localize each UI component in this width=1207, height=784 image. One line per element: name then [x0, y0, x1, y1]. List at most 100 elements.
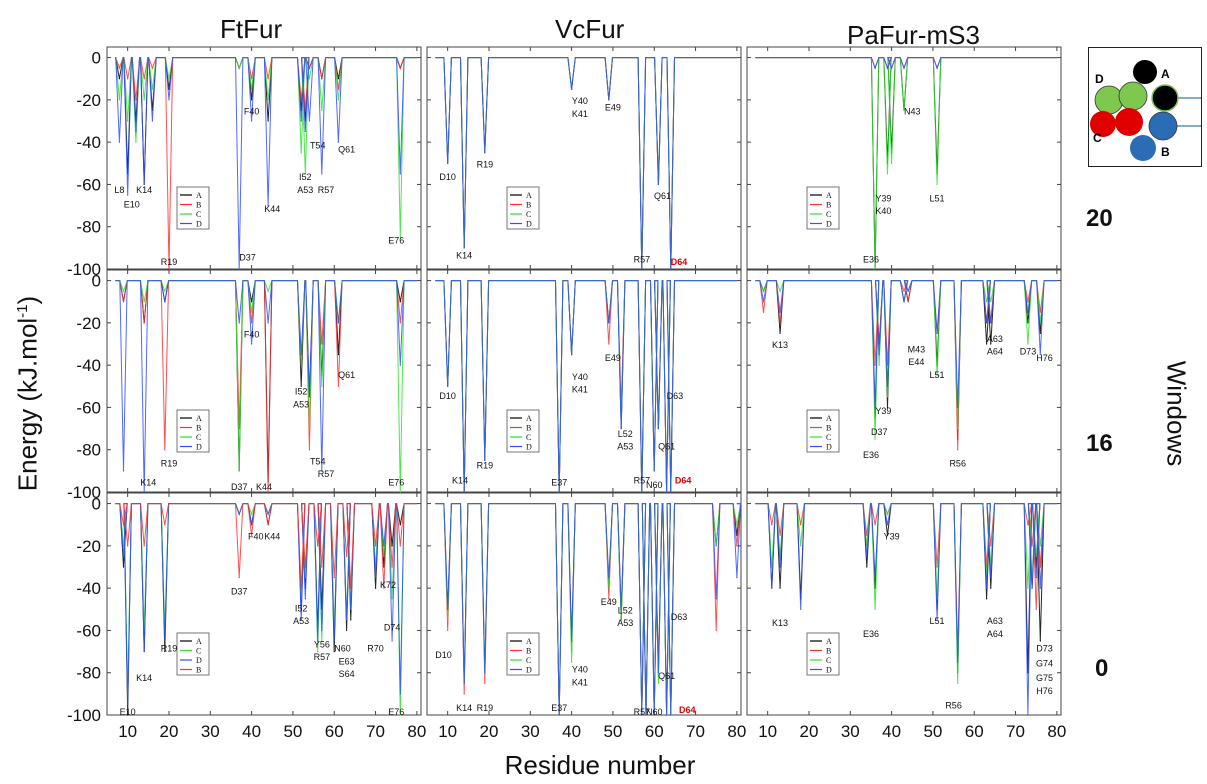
- data-point-c: [399, 714, 401, 716]
- x-tick-label: 30: [841, 722, 860, 741]
- data-point-b: [1027, 301, 1029, 303]
- legend-box: [506, 186, 540, 230]
- data-point-c: [1039, 322, 1041, 324]
- y-tick-label: -40: [76, 356, 101, 375]
- legend-label-a: A: [196, 637, 202, 646]
- data-point-a: [122, 566, 125, 568]
- residue-label: N60: [334, 644, 351, 654]
- legend-label-b: B: [526, 201, 531, 210]
- x-tick-label: 60: [965, 722, 984, 741]
- data-point-d: [571, 353, 573, 356]
- inset-label-a: A: [1161, 67, 1170, 81]
- data-point-c: [300, 364, 302, 366]
- data-point-b: [874, 364, 876, 366]
- data-point-b: [762, 311, 765, 313]
- data-point-b: [151, 67, 154, 69]
- residue-label: E37: [551, 703, 567, 713]
- inset-subunit-c-circle: [1115, 108, 1143, 136]
- legend-label-c: C: [526, 210, 531, 219]
- data-point-c: [308, 78, 311, 80]
- residue-label: R19: [477, 703, 494, 713]
- data-point-d: [399, 693, 401, 695]
- data-point-b: [267, 78, 269, 80]
- legend-label-c: C: [526, 656, 531, 665]
- data-point-d: [168, 99, 170, 101]
- data-point-c: [878, 364, 880, 366]
- residue-label: S64: [339, 669, 355, 679]
- data-point-b: [118, 67, 120, 69]
- legend-label-b: B: [826, 424, 831, 433]
- data-point-b: [1027, 524, 1029, 526]
- data-point-d: [337, 141, 339, 143]
- data-point-b: [251, 78, 253, 80]
- residue-label: D73: [1020, 347, 1037, 357]
- data-point-d: [866, 555, 868, 558]
- inset-label-d: D: [1095, 72, 1104, 86]
- inset-subunit-a-circle: [1151, 84, 1179, 112]
- data-point-a: [736, 534, 738, 536]
- data-point-b: [350, 587, 352, 589]
- data-point-d: [321, 629, 323, 632]
- legend-label-d: D: [196, 656, 202, 665]
- data-point-b: [771, 524, 773, 526]
- data-point-d: [886, 385, 889, 387]
- residue-label: E37: [551, 478, 567, 488]
- data-point-b: [300, 587, 302, 589]
- residue-label: I52: [295, 603, 308, 613]
- y-tick-label: -60: [76, 175, 101, 194]
- data-point-d: [122, 470, 125, 472]
- legend-label-d: D: [826, 220, 832, 229]
- residue-label: E36: [863, 629, 879, 639]
- residue-label: R19: [477, 461, 494, 471]
- data-point-c: [886, 396, 889, 398]
- residue-label: R56: [949, 459, 966, 469]
- x-tick-label: 80: [1047, 722, 1066, 741]
- data-point-b: [337, 385, 339, 387]
- residue-label: R19: [161, 644, 178, 654]
- y-tick-label: -20: [76, 314, 101, 333]
- legend-label-d: D: [826, 666, 832, 675]
- data-point-b: [168, 268, 170, 270]
- data-point-a: [990, 343, 992, 345]
- residue-label: T54: [310, 140, 326, 150]
- inset-label-b: B: [1161, 145, 1170, 159]
- x-tick-label: 50: [603, 722, 622, 741]
- legend-label-d: D: [526, 666, 532, 675]
- x-tick-label: 80: [727, 722, 746, 741]
- data-point-a: [300, 385, 302, 387]
- residue-label: E76: [388, 478, 404, 488]
- data-point-d: [957, 661, 959, 663]
- data-point-d: [251, 343, 253, 345]
- data-point-d: [608, 99, 610, 101]
- data-point-d: [558, 714, 560, 716]
- data-point-d: [645, 714, 647, 716]
- y-tick-label: -80: [76, 441, 101, 460]
- legend-box: [176, 186, 210, 230]
- data-point-d: [127, 703, 129, 706]
- legend-label-b: B: [526, 424, 531, 433]
- data-point-c: [321, 640, 323, 642]
- data-point-d: [346, 619, 348, 621]
- residue-label: K14: [136, 673, 152, 683]
- data-point-d: [267, 322, 269, 324]
- data-point-d: [990, 322, 992, 324]
- data-point-d: [447, 162, 449, 164]
- data-point-d: [251, 120, 253, 122]
- x-tick-label: 20: [480, 722, 499, 741]
- data-point-d: [874, 576, 876, 579]
- data-point-d: [337, 322, 339, 324]
- data-point-d: [903, 301, 905, 303]
- data-point-d: [151, 120, 154, 122]
- residue-label: I52: [299, 172, 312, 182]
- data-point-d: [641, 268, 643, 270]
- data-point-b: [251, 322, 253, 324]
- residue-label: D64: [671, 257, 688, 267]
- y-tick-label: -100: [67, 483, 101, 502]
- data-point-c: [251, 88, 253, 90]
- residue-label: L52: [618, 606, 633, 616]
- legend-box: [176, 632, 210, 676]
- data-point-d: [608, 322, 610, 324]
- plot-frame: [106, 492, 422, 716]
